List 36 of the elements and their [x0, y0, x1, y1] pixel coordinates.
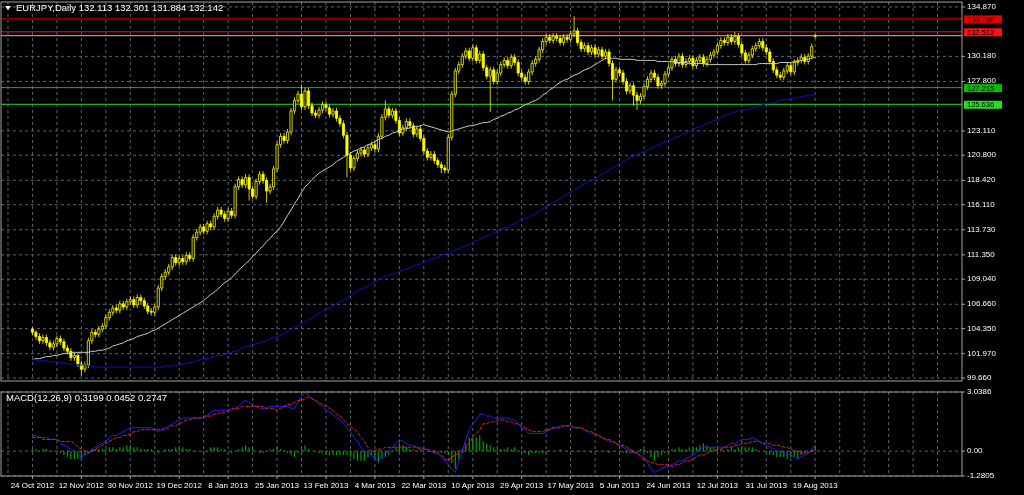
- x-tick-label: 29 Apr 2013: [500, 481, 544, 490]
- y-tick-label: 0.00: [967, 446, 984, 456]
- y-tick-label: 113.730: [967, 224, 996, 234]
- y-tick-label: 120.800: [967, 150, 997, 160]
- x-tick-label: 10 Apr 2013: [451, 481, 495, 490]
- x-tick-label: 17 May 2013: [547, 481, 595, 490]
- y-tick-label: 134.870: [967, 1, 997, 11]
- y-tick-label: -1.2805: [967, 471, 995, 480]
- y-tick-label: 123.110: [967, 125, 996, 135]
- y-tick-label: 130.180: [967, 51, 997, 61]
- y-tick-label: 106.660: [967, 299, 997, 309]
- x-tick-label: 13 Feb 2013: [303, 481, 349, 490]
- x-tick-label: 19 Dec 2012: [156, 481, 203, 490]
- y-tick-label: 3.0386: [967, 387, 993, 396]
- y-tick-label: 116.110: [967, 199, 996, 209]
- y-tick-label: 101.970: [967, 348, 997, 358]
- y-tick-label: 127.800: [967, 76, 997, 86]
- x-tick-label: 30 Nov 2012: [107, 481, 154, 490]
- y-tick-label: 118.420: [967, 175, 996, 185]
- x-tick-label: 4 Mar 2013: [354, 481, 396, 490]
- y-tick-label: 111.350: [967, 249, 996, 259]
- x-tick-label: 31 Jul 2013: [745, 481, 788, 490]
- x-tick-label: 12 Jul 2013: [696, 481, 739, 490]
- x-tick-label: 12 Nov 2012: [58, 481, 105, 490]
- x-tick-label: 24 Oct 2012: [10, 481, 55, 490]
- x-tick-label: 22 Mar 2013: [401, 481, 447, 490]
- chart-title: MACD(12,26,9) 0.3199 0.0452 0.2747: [6, 392, 168, 403]
- x-tick-label: 8 Jan 2013: [208, 481, 249, 490]
- x-tick-label: 24 Jun 2013: [646, 481, 692, 490]
- chart-title: EURJPY,Daily 132.113 132.301 131.884 132.142: [16, 2, 224, 13]
- y-tick-label: 109.040: [967, 274, 997, 284]
- x-tick-label: 19 Aug 2013: [792, 481, 839, 490]
- y-tick-label: 99.660: [967, 373, 993, 383]
- y-tick-label: 104.350: [967, 323, 997, 333]
- x-tick-label: 5 Jun 2013: [599, 481, 640, 490]
- x-tick-label: 25 Jan 2013: [255, 481, 300, 490]
